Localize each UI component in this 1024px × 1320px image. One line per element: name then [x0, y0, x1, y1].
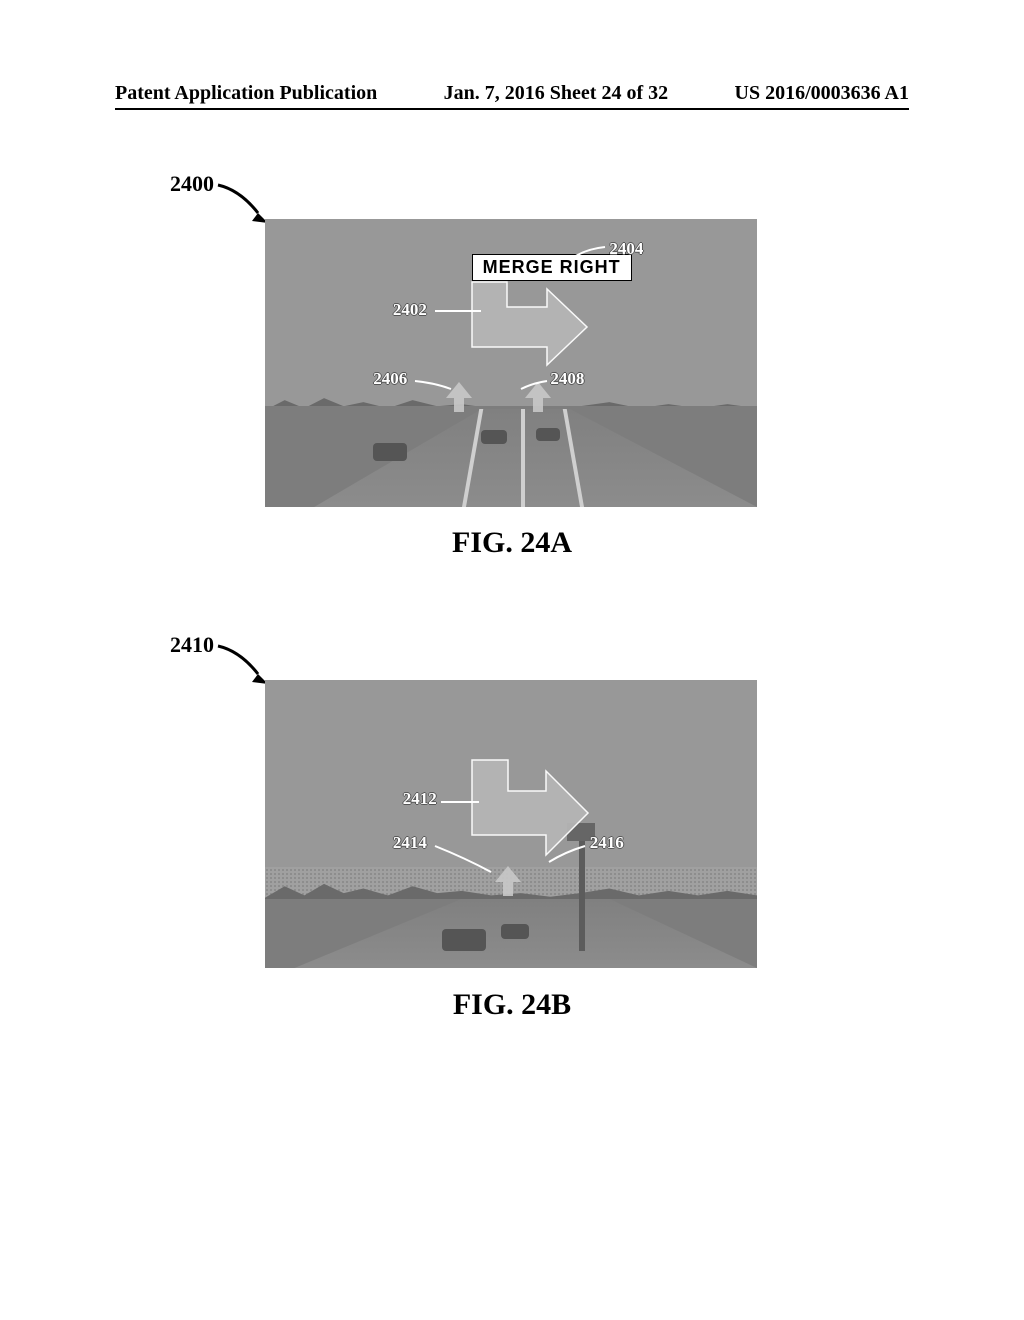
- header-center: Jan. 7, 2016 Sheet 24 of 32: [444, 82, 668, 105]
- figure-ref-2410: 2410: [170, 632, 214, 658]
- road-scene: 2412 2414 2416: [265, 680, 757, 968]
- figure-24a-image: MERGE RIGHT 2: [265, 219, 757, 507]
- ref-2416: 2416: [590, 833, 624, 853]
- header-left: Patent Application Publication: [115, 82, 377, 105]
- figure-ref-2400: 2400: [170, 171, 214, 197]
- figure-24a-caption: FIG. 24A: [0, 526, 1024, 560]
- road-scene: MERGE RIGHT 2: [265, 219, 757, 507]
- ref-2414: 2414: [393, 833, 427, 853]
- header-right: US 2016/0003636 A1: [735, 82, 909, 105]
- ref-2406: 2406: [373, 369, 407, 389]
- ref-2408: 2408: [550, 369, 584, 389]
- leader-lines: [265, 219, 757, 507]
- figure-24b-caption: FIG. 24B: [0, 988, 1024, 1022]
- ref-2404: 2404: [609, 239, 643, 259]
- ref-2402: 2402: [393, 300, 427, 320]
- page-header: Patent Application Publication Jan. 7, 2…: [115, 82, 909, 105]
- figure-24b-image: 2412 2414 2416: [265, 680, 757, 968]
- patent-page: Patent Application Publication Jan. 7, 2…: [0, 0, 1024, 1320]
- leader-lines: [265, 680, 757, 968]
- header-rule: [115, 108, 909, 110]
- ref-2412: 2412: [403, 789, 437, 809]
